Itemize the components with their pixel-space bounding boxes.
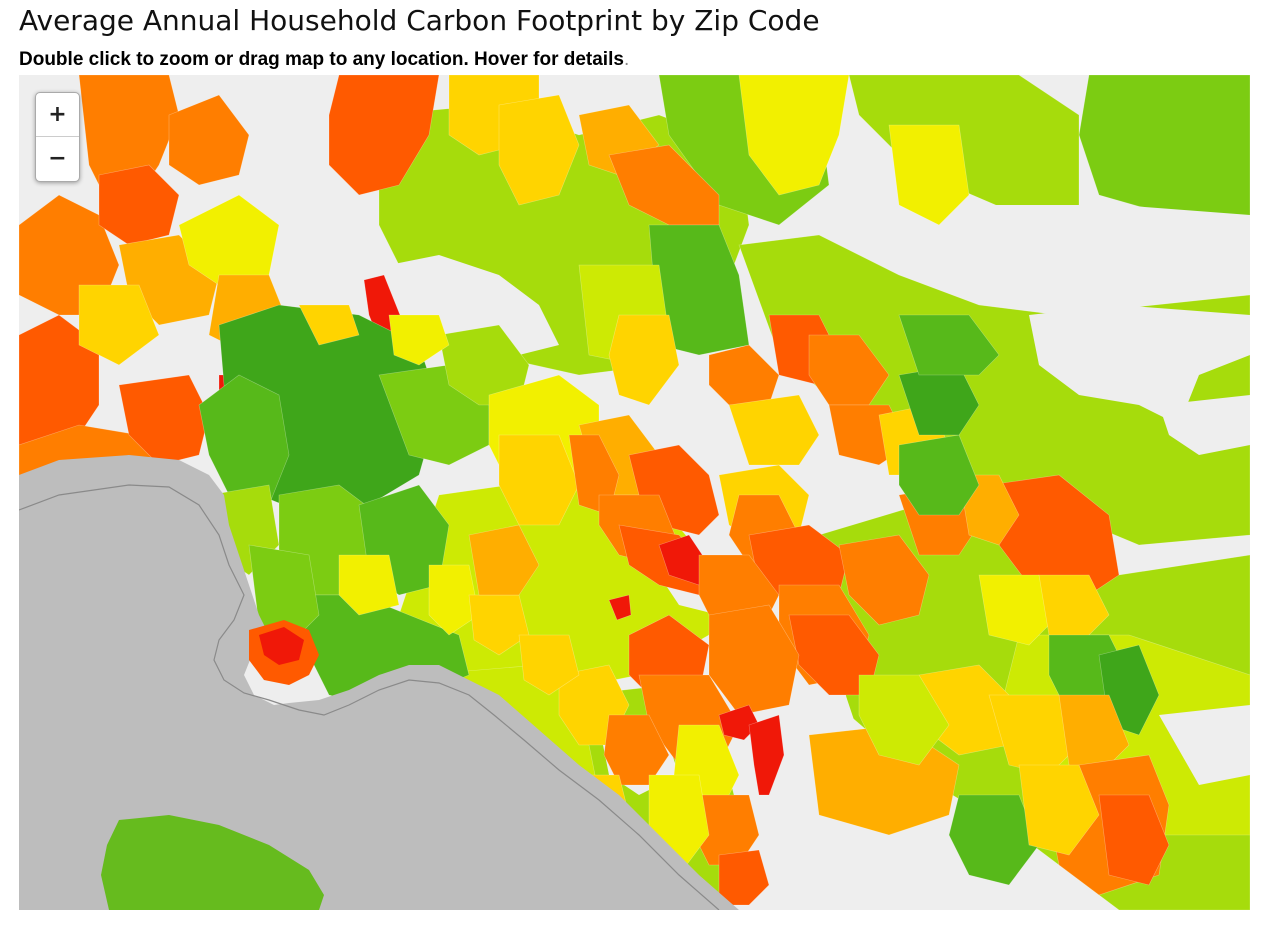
zip-region-south-coast-yellow[interactable] (338, 554, 400, 616)
zoom-control: + − (35, 92, 80, 182)
zip-region-westla-9[interactable] (298, 304, 360, 346)
palos-verdes-red (259, 627, 304, 665)
zoom-out-button[interactable]: − (48, 146, 67, 171)
zip-region-northwest-6[interactable] (78, 284, 160, 366)
zip-region-north-mid-2[interactable] (498, 94, 580, 206)
map-instructions: Double click to zoom or drag map to any … (19, 49, 629, 71)
map-canvas[interactable] (19, 75, 1250, 910)
catalina-island (101, 815, 324, 910)
zip-region-south-red[interactable] (608, 594, 632, 621)
zip-region-east-gold-2[interactable] (1038, 574, 1110, 646)
no-data-topanga (389, 255, 559, 355)
zip-region-north-yellow-2[interactable] (888, 124, 970, 226)
coastline-outline (19, 484, 720, 910)
zip-region-granada[interactable] (328, 75, 440, 196)
map-instructions-text: Double click to zoom or drag map to any … (19, 49, 624, 70)
zip-region-central-gold-2[interactable] (608, 314, 680, 406)
zip-region-southeast-gold-2[interactable] (988, 694, 1080, 776)
zoom-in-button[interactable]: + (36, 93, 79, 137)
no-data-mountains-east (1029, 305, 1250, 425)
no-data-south-east (1159, 705, 1250, 785)
zip-region-east-orange-4[interactable] (838, 534, 930, 626)
page-title: Average Annual Household Carbon Footprin… (19, 4, 820, 37)
zip-region-east-orange-6[interactable] (988, 474, 1120, 596)
zip-region-east-green-4[interactable] (898, 314, 1000, 376)
zip-region-southeast-gold-3[interactable] (1018, 764, 1100, 856)
zip-region-north-yellow[interactable] (738, 75, 850, 196)
zip-region-westla-core-2[interactable] (198, 374, 290, 506)
zip-region-south-yellow-3[interactable] (428, 564, 480, 636)
map-instructions-period: . (623, 49, 630, 70)
zip-region-east-yellow-2[interactable] (978, 574, 1060, 646)
zip-region-central-gold[interactable] (498, 434, 580, 526)
santa-monica-bay-water (19, 455, 739, 910)
choropleth-map[interactable]: + − (19, 75, 1250, 910)
zip-region-south-orange-yellow[interactable] (468, 524, 540, 596)
zip-region-westla-8[interactable] (388, 314, 450, 366)
zip-region-southeast-orange-7[interactable] (1098, 794, 1170, 886)
zip-region-southeast-green[interactable] (948, 794, 1040, 886)
zip-region-pacific-palisades[interactable] (118, 374, 210, 466)
zip-region-northwest-2[interactable] (98, 164, 180, 246)
zip-region-harbor-red-2[interactable] (748, 714, 785, 796)
zip-region-south-gold-4[interactable] (518, 634, 580, 696)
no-data-hills-east (979, 205, 1250, 305)
zip-region-southeast-yg[interactable] (858, 674, 950, 766)
zip-region-central-gold-3[interactable] (728, 394, 820, 466)
zip-region-northwest-3[interactable] (168, 94, 250, 186)
no-data-east-2 (1159, 395, 1250, 455)
